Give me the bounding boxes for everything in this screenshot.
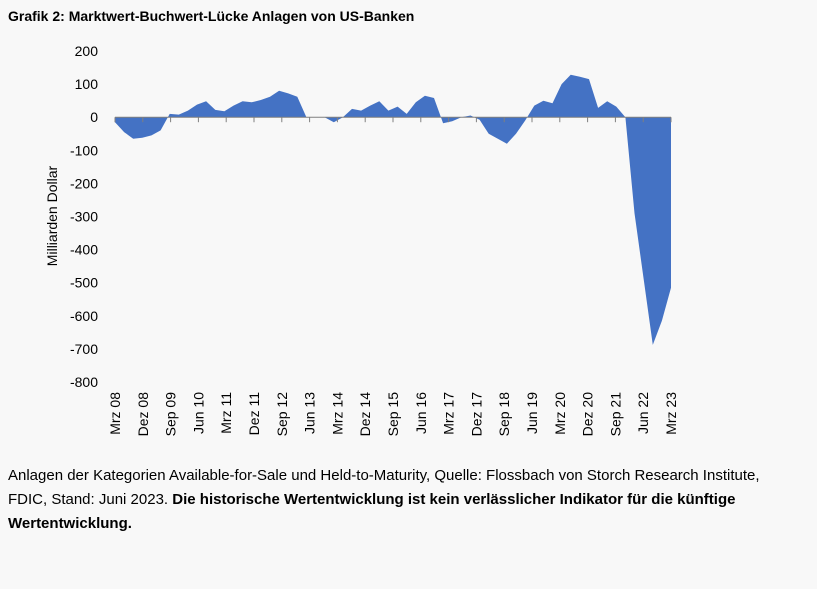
y-tick-label: -100 (70, 142, 98, 158)
footnote-text: Anlagen der Kategorien Available-for-Sal… (8, 467, 760, 508)
x-tick-label: Mrz 17 (441, 392, 457, 435)
x-tick-label: Jun 22 (635, 392, 651, 434)
y-axis-label: Milliarden Dollar (44, 165, 60, 267)
footnote: Anlagen der Kategorien Available-for-Sal… (8, 464, 788, 536)
x-tick-label: Dez 17 (468, 392, 484, 437)
y-tick-label: -700 (70, 341, 98, 357)
y-tick-label: 200 (75, 43, 99, 59)
x-tick-label: Sep 09 (163, 392, 179, 437)
x-tick-label: Mrz 11 (218, 392, 234, 434)
y-tick-label: -600 (70, 308, 98, 324)
x-tick-label: Jun 13 (302, 392, 318, 434)
area-series (115, 74, 671, 345)
y-tick-label: 0 (90, 109, 98, 125)
y-tick-label: -500 (70, 275, 98, 291)
x-tick-label: Jun 10 (190, 392, 206, 434)
chart-title: Grafik 2: Marktwert-Buchwert-Lücke Anlag… (8, 8, 415, 24)
x-tick-label: Sep 12 (274, 392, 290, 437)
y-tick-label: -400 (70, 242, 98, 258)
x-tick-label: Dez 20 (580, 392, 596, 437)
x-tick-label: Dez 14 (357, 392, 373, 437)
x-tick-label: Mrz 14 (329, 392, 345, 435)
x-tick-label: Dez 11 (246, 392, 262, 436)
x-tick-label: Dez 08 (135, 392, 151, 437)
y-tick-label: -300 (70, 209, 98, 225)
y-tick-label: -200 (70, 175, 98, 191)
x-tick-label: Mrz 20 (552, 392, 568, 435)
chart: 200 100 0 -100 -200 -300 -400 -500 -600 -700 -800 M… (70, 43, 679, 437)
x-tick-label: Sep 21 (607, 392, 623, 437)
x-tick-label: Jun 19 (524, 392, 540, 434)
x-tick-label: Mrz 23 (663, 392, 679, 435)
x-tick-label: Sep 15 (385, 392, 401, 437)
x-tick-label: Sep 18 (496, 392, 512, 437)
x-tick-label: Jun 16 (413, 392, 429, 434)
footnote-disclaimer: Die historische Wertentwicklung ist kein… (8, 491, 736, 532)
x-tick-label: Mrz 08 (107, 392, 123, 435)
y-tick-label: -800 (70, 374, 98, 390)
y-tick-label: 100 (75, 76, 99, 92)
